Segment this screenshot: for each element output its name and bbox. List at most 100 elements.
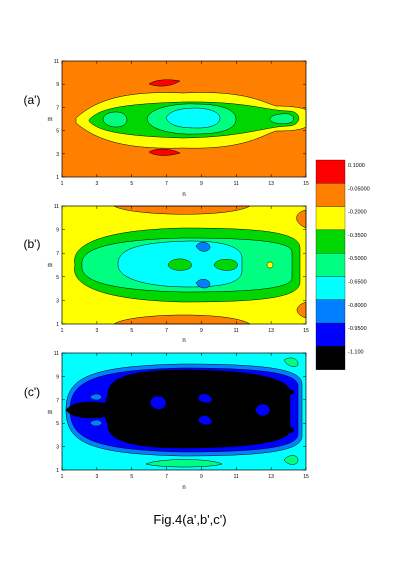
legend-label: -0.9500 <box>348 326 367 332</box>
panel-b-blue-spot-upper <box>195 242 211 252</box>
panel-c-xtick-label: 15 <box>303 474 309 480</box>
panel-c-midblue-left <box>89 393 103 401</box>
panel-b-xtick-label: 15 <box>303 328 309 334</box>
panel-c-ylabel: m <box>48 410 53 416</box>
panel-b-xticks: 1 3 5 7 9 11 13 15 <box>61 206 309 334</box>
panel-a-lightgreen-left <box>102 111 128 128</box>
panel-c-blue-hole-4 <box>254 403 271 417</box>
panel-c-ytick-label: 11 <box>54 351 59 357</box>
legend-swatch <box>315 229 346 254</box>
panel-a-xtick-label: 3 <box>95 181 98 187</box>
panel-a-ytick-label: 11 <box>54 59 59 65</box>
panel-a-frame <box>61 60 307 178</box>
panel-a-ytick-label: 5 <box>56 129 59 135</box>
panel-c-midblue-left-2 <box>89 419 103 427</box>
panel-a-yticks: 1 3 5 7 9 11 <box>54 59 306 181</box>
panel-b-xtick-label: 3 <box>95 328 98 334</box>
panel-a-lightgreen-right <box>269 113 294 125</box>
panel-b-xtick-label: 5 <box>130 328 133 334</box>
panel-a-xtick-label: 1 <box>61 181 64 187</box>
legend-label: -0.05000 <box>348 186 370 192</box>
panel-c-xtick-label: 13 <box>268 474 274 480</box>
panel-a-ytick-label: 3 <box>56 152 59 158</box>
panel-b-label: (b') <box>24 237 41 251</box>
panel-a-xtick-label: 5 <box>130 181 133 187</box>
panel-b-blue-spot-lower <box>195 279 211 289</box>
panel-b-ytick-label: 9 <box>56 228 59 234</box>
panel-b-orange-top <box>113 205 251 215</box>
panel-b-yticks: 1 3 5 7 9 11 <box>54 204 306 328</box>
panel-c-frame <box>61 352 307 471</box>
panel-a-xtick-label: 13 <box>268 181 274 187</box>
panel-c-black-dot-right-1 <box>283 388 295 396</box>
panel-b-xtick-label: 11 <box>234 328 239 334</box>
panel-a-xtick-label: 7 <box>165 181 168 187</box>
panel-b-ytick-label: 7 <box>56 251 59 257</box>
panel-c-label: (c') <box>24 385 40 399</box>
legend-label: -0.2000 <box>348 210 367 216</box>
panel-a-label: (a') <box>24 93 41 107</box>
panel-b-ytick-label: 5 <box>56 275 59 281</box>
panel-b-xlabel: n <box>182 338 185 344</box>
panel-c-black-left-tongue <box>65 401 111 419</box>
legend-swatch <box>315 253 346 277</box>
panel-c-xlabel: n <box>182 485 185 491</box>
panel-c-black-core <box>104 369 291 449</box>
panel-c-xtick-label: 11 <box>234 474 239 480</box>
legend-label: -0.5000 <box>348 256 367 262</box>
panel-c-xtick-label: 1 <box>61 474 64 480</box>
panel-b-yellow-dot <box>266 261 274 269</box>
legend-label: -1.100 <box>348 349 364 355</box>
legend-swatch <box>315 159 346 184</box>
panel-c-green-spot-bottom-right <box>283 455 299 465</box>
legend-label: -0.8000 <box>348 303 367 309</box>
panel-c-ytick-label: 7 <box>56 398 59 404</box>
panel-b-green-mid-right <box>213 259 238 271</box>
panel-c-black-dot-right-2 <box>283 426 295 434</box>
panel-c-green-spot-bottom <box>145 459 223 468</box>
panel-c-xtick-label: 9 <box>200 474 203 480</box>
panel-c-ytick-label: 3 <box>56 445 59 451</box>
color-legend: 0.1000 -0.05000 -0.2000 -0.3500 -0.5000 -0.65… <box>315 159 370 370</box>
panel-a-ytick-label: 1 <box>56 175 59 181</box>
panel-c-blue-hole-2 <box>197 393 213 403</box>
legend-swatch <box>315 322 346 347</box>
panel-c-xtick-label: 5 <box>130 474 133 480</box>
panel-c-ytick-label: 5 <box>56 421 59 427</box>
panel-a-red-island-upper <box>148 79 181 87</box>
legend-swatch <box>315 276 346 300</box>
panel-c-green-spot-top-right <box>283 357 299 367</box>
panel-b-frame <box>61 205 307 325</box>
panel-b-green-mid-left <box>167 258 192 271</box>
panel-c-xtick-label: 7 <box>165 474 168 480</box>
panel-a-xtick-label: 15 <box>303 181 309 187</box>
legend-swatch <box>315 299 346 324</box>
panel-b-xtick-label: 9 <box>200 328 203 334</box>
panel-b-xtick-label: 7 <box>165 328 168 334</box>
panel-b-ytick-label: 11 <box>54 204 59 210</box>
panel-b-xtick-label: 13 <box>268 328 274 334</box>
panel-a-xtick-label: 11 <box>234 181 239 187</box>
panel-a-ylabel: m <box>48 117 53 123</box>
panel-c-blue-hole-1 <box>149 395 167 410</box>
panel-b-ylabel: m <box>48 263 53 269</box>
legend-swatch <box>315 346 346 370</box>
legend-label: -0.3500 <box>348 233 367 239</box>
panel-a-xlabel: n <box>182 192 185 198</box>
panel-c-yticks: 1 3 5 7 9 11 <box>54 351 306 474</box>
legend-label: 0.1000 <box>348 163 365 169</box>
legend-label: -0.6500 <box>348 280 367 286</box>
panel-b-ytick-label: 1 <box>56 322 59 328</box>
panel-a-cyan-center <box>165 107 221 129</box>
panel-a-xtick-label: 9 <box>200 181 203 187</box>
panel-a-ytick-label: 9 <box>56 82 59 88</box>
legend-swatch <box>315 206 346 231</box>
figure-caption: Fig.4(a',b',c') <box>153 512 226 527</box>
panel-c-ytick-label: 9 <box>56 374 59 380</box>
panel-c-blue-hole-3 <box>197 415 213 425</box>
panel-a-ytick-label: 7 <box>56 105 59 111</box>
panel-b-ytick-label: 3 <box>56 298 59 304</box>
